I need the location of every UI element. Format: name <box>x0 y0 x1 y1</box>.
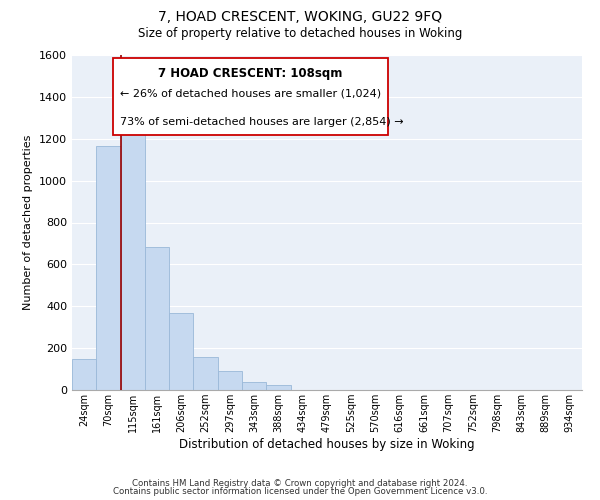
X-axis label: Distribution of detached houses by size in Woking: Distribution of detached houses by size … <box>179 438 475 451</box>
Text: Size of property relative to detached houses in Woking: Size of property relative to detached ho… <box>138 28 462 40</box>
Bar <box>218 371 242 390</box>
Bar <box>72 358 96 390</box>
FancyBboxPatch shape <box>113 58 388 136</box>
Bar <box>169 312 193 390</box>
Bar <box>193 356 218 390</box>
Bar <box>266 386 290 390</box>
Bar <box>121 127 145 390</box>
Bar <box>96 146 121 390</box>
Y-axis label: Number of detached properties: Number of detached properties <box>23 135 34 310</box>
Bar <box>242 382 266 390</box>
Text: Contains HM Land Registry data © Crown copyright and database right 2024.: Contains HM Land Registry data © Crown c… <box>132 478 468 488</box>
Text: Contains public sector information licensed under the Open Government Licence v3: Contains public sector information licen… <box>113 487 487 496</box>
Text: 7, HOAD CRESCENT, WOKING, GU22 9FQ: 7, HOAD CRESCENT, WOKING, GU22 9FQ <box>158 10 442 24</box>
Text: 73% of semi-detached houses are larger (2,854) →: 73% of semi-detached houses are larger (… <box>121 116 404 126</box>
Bar <box>145 246 169 390</box>
Text: ← 26% of detached houses are smaller (1,024): ← 26% of detached houses are smaller (1,… <box>121 88 382 98</box>
Text: 7 HOAD CRESCENT: 108sqm: 7 HOAD CRESCENT: 108sqm <box>158 66 343 80</box>
